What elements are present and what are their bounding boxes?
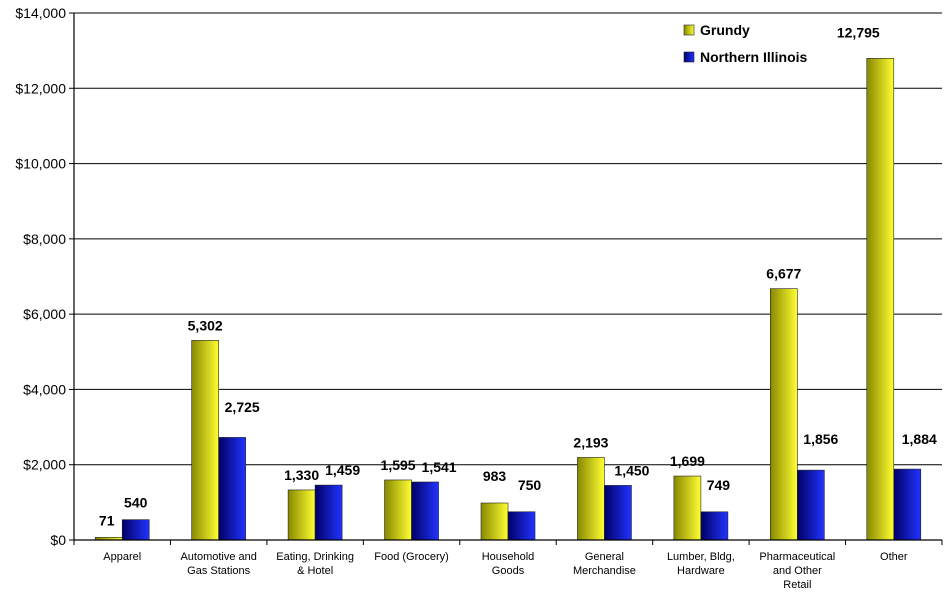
legend-label: Northern Illinois [700, 49, 808, 65]
bar-grundy [384, 479, 412, 541]
bar-grundy [673, 475, 702, 541]
bar-northern-illinois [411, 481, 439, 541]
y-tick-label: $10,000 [15, 156, 66, 172]
data-label: 749 [707, 477, 731, 493]
data-label: 540 [124, 495, 148, 511]
bar-grundy [770, 288, 798, 541]
bar-grundy [191, 340, 219, 541]
data-label: 5,302 [188, 317, 223, 333]
bar-northern-illinois [314, 484, 343, 541]
data-label: 1,856 [803, 431, 838, 447]
data-label: 2,193 [573, 434, 608, 450]
data-label: 2,725 [225, 399, 260, 415]
bar-northern-illinois [218, 437, 246, 541]
bar-northern-illinois [507, 511, 536, 541]
x-category-label: Apparel [103, 551, 141, 563]
bars [94, 58, 922, 541]
bar-northern-illinois [893, 468, 922, 541]
y-tick-label: $2,000 [23, 457, 66, 473]
bar-grundy [866, 58, 895, 541]
bar-northern-illinois [121, 519, 150, 541]
y-tick-label: $0 [50, 532, 66, 548]
bar-grundy [287, 489, 316, 541]
y-tick-label: $8,000 [23, 231, 66, 247]
data-label: 1,595 [381, 457, 416, 473]
y-tick-label: $14,000 [15, 5, 66, 21]
legend-swatch [683, 24, 695, 36]
y-tick-label: $6,000 [23, 306, 66, 322]
bar-grundy [577, 457, 605, 541]
data-label: 1,541 [422, 459, 457, 475]
legend-label: Grundy [700, 22, 750, 38]
x-category-label: Food (Grocery) [374, 551, 449, 563]
data-label: 1,330 [284, 467, 319, 483]
legend-swatch [683, 51, 695, 63]
data-label: 983 [483, 468, 507, 484]
bar-northern-illinois [797, 469, 825, 541]
data-label: 1,459 [325, 462, 360, 478]
legend: Grundy Northern Illinois [683, 22, 808, 65]
y-tick-label: $12,000 [15, 80, 66, 96]
x-category-label: Pharmaceutical and Other Retail [759, 551, 835, 591]
bar-grundy [480, 502, 509, 541]
data-labels: 71 540 5,302 2,725 1,330 1,459 1,595 1,541 983 75… [99, 24, 937, 528]
axes: $0 $2,000 $4,000 $6,000 $8,000 $10,000 $12,000… [15, 5, 943, 591]
data-label: 12,795 [837, 24, 880, 40]
x-category-label: Lumber, Bldg, Hardware [667, 551, 735, 577]
y-tick-label: $4,000 [23, 381, 66, 397]
x-category-label: Eating, Drinking & Hotel [276, 551, 354, 577]
x-category-label: Automotive and Gas Stations [180, 551, 256, 577]
data-label: 1,450 [614, 462, 649, 478]
data-label: 1,884 [902, 431, 937, 447]
data-label: 1,699 [670, 453, 705, 469]
data-label: 6,677 [766, 266, 801, 282]
x-category-label: Other [880, 551, 908, 563]
x-category-label: Household Goods [482, 551, 535, 577]
data-label: 71 [99, 512, 115, 528]
bar-northern-illinois [604, 485, 632, 541]
bar-northern-illinois [700, 511, 729, 541]
data-label: 750 [518, 477, 542, 493]
x-category-label: General Merchandise [573, 551, 636, 577]
